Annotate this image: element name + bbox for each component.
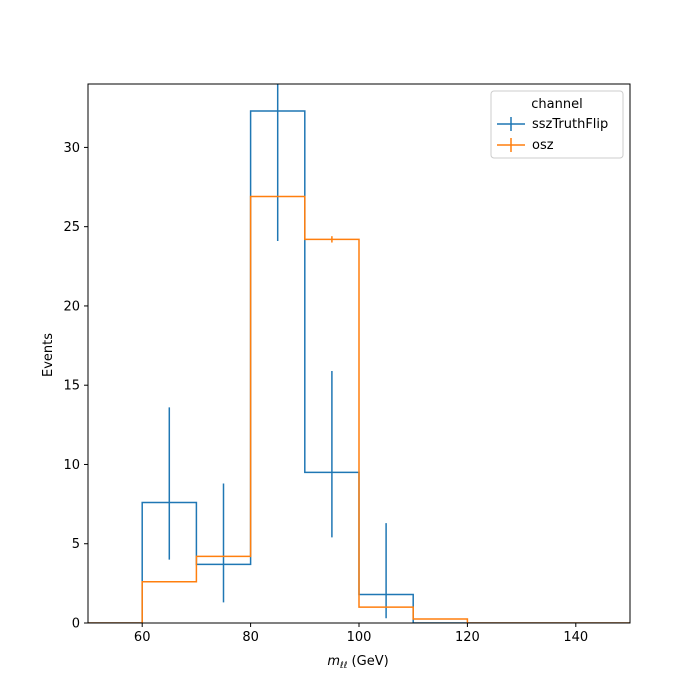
y-tick-label: 0 (72, 617, 80, 632)
x-tick-label: 100 (347, 630, 372, 645)
y-tick-label: 5 (72, 537, 80, 552)
y-tick-label: 20 (63, 299, 80, 314)
series-osz (88, 195, 630, 623)
series-sszTruthFlip (88, 84, 630, 623)
legend-label: osz (532, 138, 554, 153)
y-axis-label: Events (41, 333, 56, 377)
legend-label: sszTruthFlip (532, 117, 608, 132)
series-step-line (88, 110, 630, 623)
legend-entry-osz: osz (497, 138, 554, 153)
legend-box (490, 90, 624, 159)
x-tick-label: 140 (563, 630, 588, 645)
x-tick-label: 60 (134, 630, 151, 645)
x-axis-label-unit: (GeV) (347, 654, 388, 669)
legend: channel sszTruthFlip osz (490, 90, 624, 159)
y-tick-label: 15 (63, 379, 80, 394)
x-axis-label-subscript: ℓℓ (339, 661, 347, 671)
x-axis-label-symbol: m (327, 654, 340, 669)
axes-layer: 60 80 100 120 140 0 5 10 15 20 25 30 (63, 141, 588, 645)
y-tick-label: 10 (63, 458, 80, 473)
legend-entry-sszTruthFlip: sszTruthFlip (497, 117, 608, 132)
x-tick-label: 80 (242, 630, 259, 645)
series-layer (88, 84, 630, 623)
x-tick-label: 120 (455, 630, 480, 645)
x-axis-label: mℓℓ (GeV) (327, 654, 388, 671)
y-tick-label: 30 (63, 141, 80, 156)
y-tick-label: 25 (63, 220, 80, 235)
legend-title: channel (531, 97, 582, 112)
